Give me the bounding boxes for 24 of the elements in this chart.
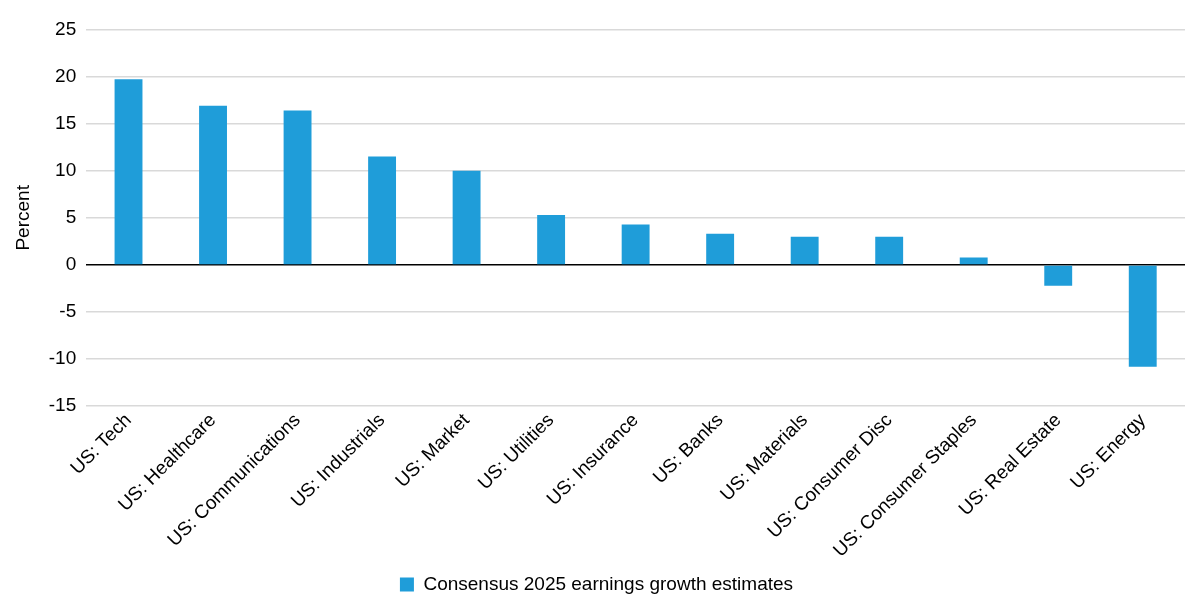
y-tick-label: 25 — [55, 17, 77, 39]
y-tick-label: 5 — [65, 206, 77, 228]
bar — [368, 156, 397, 265]
y-tick-label: -5 — [59, 300, 77, 322]
bar — [621, 224, 650, 265]
bar — [790, 236, 819, 265]
y-tick-label: 20 — [55, 64, 77, 86]
bar — [959, 257, 988, 265]
bar — [1128, 265, 1157, 367]
legend-label: Consensus 2025 earnings growth estimates — [423, 572, 794, 594]
bar — [452, 170, 481, 265]
y-tick-label: 0 — [65, 253, 77, 275]
y-tick-label: -10 — [48, 347, 77, 369]
y-tick-label: 10 — [55, 158, 77, 180]
bar — [114, 79, 143, 265]
y-tick-label: 15 — [55, 111, 77, 133]
bar — [875, 236, 904, 265]
bar — [706, 233, 735, 265]
bar — [199, 105, 227, 265]
y-tick-label: -15 — [48, 394, 77, 416]
bar — [283, 110, 312, 265]
bar — [537, 214, 566, 265]
bar — [1044, 265, 1073, 286]
y-axis-title: Percent — [11, 184, 33, 251]
